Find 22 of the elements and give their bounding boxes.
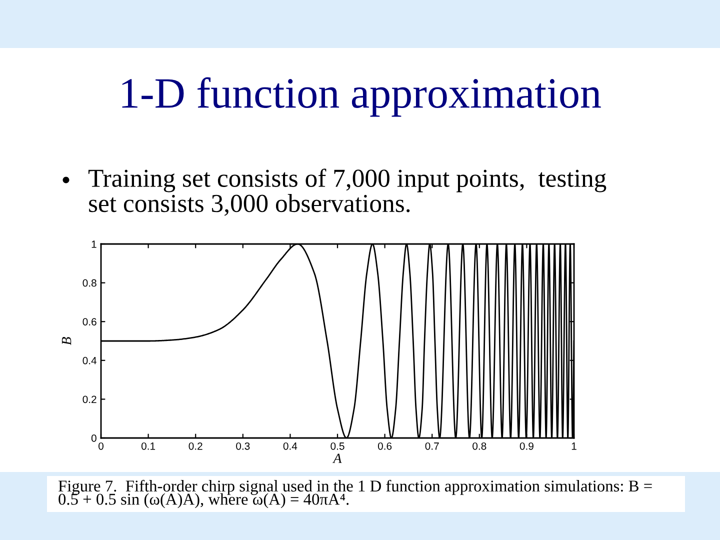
x-tick-label: 0.7 — [425, 442, 439, 450]
x-tick-label: 0.3 — [236, 442, 250, 450]
chart-title: 1-D function approximation — [122, 77, 601, 117]
x-tick-label: 0.8 — [472, 442, 486, 450]
y-tick-label: 0.6 — [82, 318, 96, 326]
y-tick-label: 0.4 — [82, 356, 97, 364]
x-tick-label: 0.2 — [188, 442, 202, 450]
x-axis-title: A — [332, 454, 342, 463]
y-axis-title: B — [62, 337, 72, 346]
y-tick-label: 0.2 — [82, 396, 96, 404]
y-tick-label: 0 — [91, 434, 96, 442]
x-tick-label: 0.1 — [141, 442, 156, 450]
x-tick-label: 0.5 — [330, 442, 344, 450]
x-tick-label: 0.4 — [283, 442, 298, 450]
chart-subtitle: Training set consists of 7,000 input points, testing set consists 3,000 observations. — [88, 168, 606, 216]
x-tick-label: 0.6 — [378, 442, 392, 450]
y-tick-label: 1 — [92, 240, 96, 248]
x-tick-label: 0 — [98, 442, 104, 450]
x-tick-label: 0.9 — [520, 442, 534, 450]
y-tick-label: 0.8 — [82, 279, 96, 287]
x-tick-label: 1 — [572, 442, 576, 450]
caption: Figure 7. Fifth-order chirp signal used in the 1 D function approximation simulations: B = 0.5 + 0.5 sin (ω(A)A), where ω(A) = 40πA⁴. — [58, 480, 652, 508]
